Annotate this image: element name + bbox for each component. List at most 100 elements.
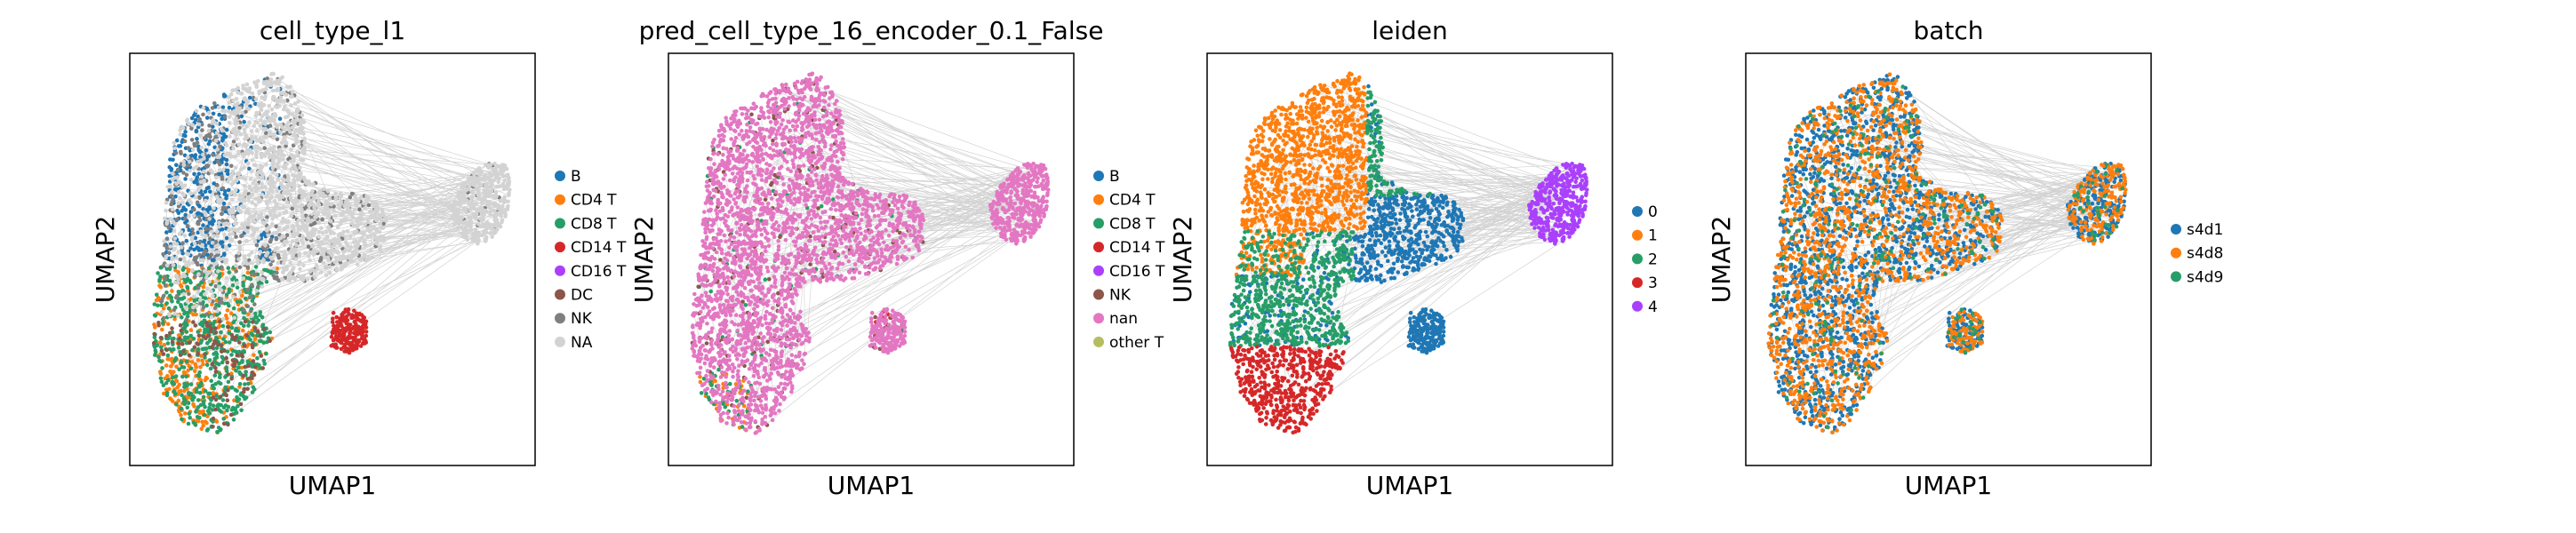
data-point [264,330,268,336]
data-point [192,298,197,303]
data-point [168,184,172,189]
data-point [220,108,225,114]
data-point [298,171,303,177]
data-point [210,408,215,412]
data-point [298,165,302,170]
data-point [468,224,473,228]
data-point [730,171,735,176]
data-point [192,207,196,212]
data-point [220,105,226,110]
data-point [332,326,337,331]
data-point [174,402,179,407]
data-point [270,171,276,175]
data-point [275,123,279,128]
data-point [166,306,172,311]
data-point [285,173,291,179]
data-point [222,348,227,354]
data-point [192,179,196,185]
data-point [378,246,382,251]
data-point [488,163,493,167]
data-point [270,88,276,93]
data-point [176,250,181,254]
data-point [246,107,252,111]
data-point [164,363,169,368]
data-point [164,301,169,306]
data-point [220,354,225,360]
data-point [313,275,317,280]
data-point [228,311,234,316]
data-point [301,274,306,279]
data-point [213,261,219,266]
data-point [264,163,268,167]
data-point [209,289,213,294]
data-point [316,229,322,235]
data-point [478,182,483,187]
data-point [791,164,796,170]
data-point [907,247,911,252]
data-point [352,320,357,324]
data-point [173,295,179,300]
data-point [506,175,511,180]
data-point [494,203,499,208]
data-point [243,382,247,386]
data-point [472,172,476,177]
data-point [178,195,182,201]
data-point [181,171,186,175]
data-point [254,243,260,248]
data-point [190,268,196,273]
data-point [343,329,348,333]
data-point [187,227,191,233]
data-point [291,255,295,259]
data-point [262,146,267,150]
data-point [252,239,258,243]
data-point [852,262,858,266]
data-point [169,364,173,369]
data-point [329,334,334,339]
data-point [248,147,252,153]
data-point [300,207,304,211]
data-point [157,283,162,288]
data-point [251,359,256,363]
data-point [245,359,251,364]
data-point [249,308,253,314]
data-point [277,225,282,230]
data-point [359,313,364,317]
data-point [219,410,223,414]
data-point [249,187,254,192]
data-point [300,203,305,208]
data-point [208,329,213,334]
data-point [280,185,284,190]
data-point [153,353,157,357]
data-point [487,205,492,211]
data-point [151,340,156,346]
data-point [253,101,258,107]
data-point [229,163,234,169]
data-point [264,280,269,284]
data-point [358,258,363,262]
data-point [207,279,212,284]
data-point [211,124,215,129]
data-point [216,269,220,274]
legend-label: CD4 T [571,192,617,210]
data-point [217,319,222,324]
data-point [465,237,470,243]
data-point [199,426,204,432]
data-point [209,229,214,235]
data-point [380,219,384,223]
data-point [204,227,209,231]
data-point [255,120,260,125]
data-point [790,158,796,163]
data-point [169,168,173,172]
data-point [368,214,373,219]
data-point [245,287,250,292]
data-point [357,239,362,243]
data-point [208,236,212,241]
data-point [205,155,210,159]
data-point [255,330,260,334]
data-point [171,171,175,176]
data-point [828,215,832,219]
data-point [230,214,236,219]
data-point [208,366,213,371]
data-point [164,347,169,353]
data-point [313,207,317,212]
